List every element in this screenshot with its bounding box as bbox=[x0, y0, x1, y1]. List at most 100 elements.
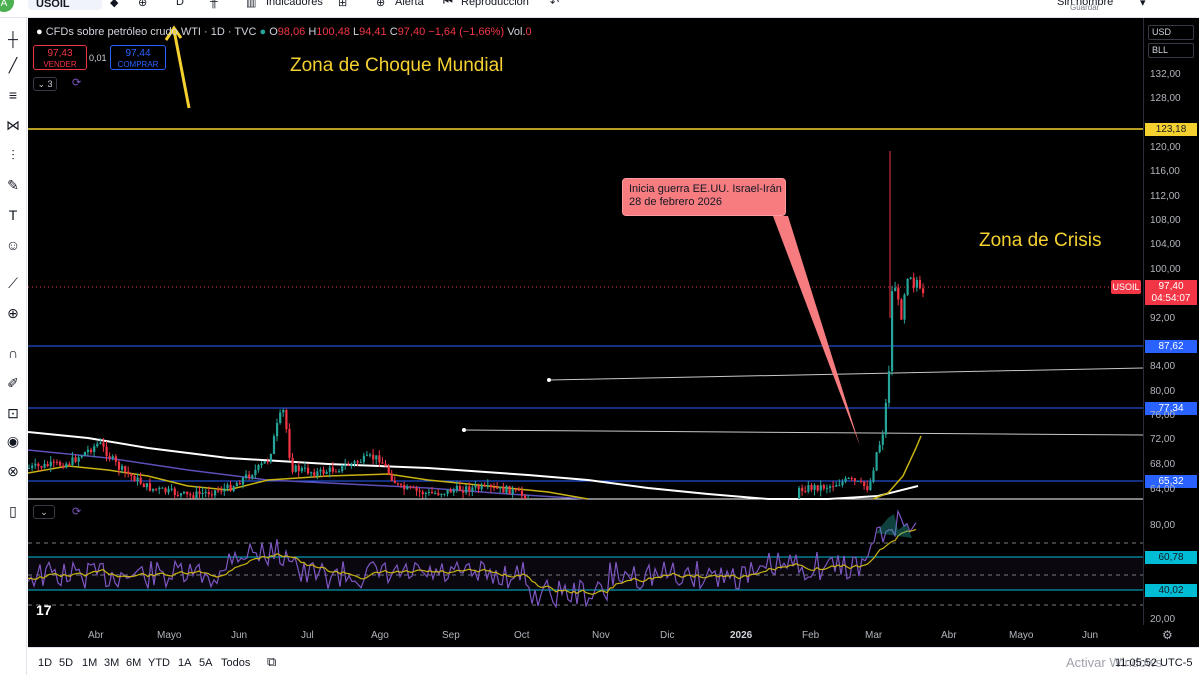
text-icon[interactable]: T bbox=[8, 207, 18, 223]
eye-icon[interactable]: ◉ bbox=[6, 433, 20, 449]
currency-selector[interactable]: USD bbox=[1148, 25, 1194, 40]
time-label: Jun bbox=[1082, 630, 1099, 641]
candle-body bbox=[455, 485, 458, 491]
chart-legend[interactable]: ● CFDs sobre petróleo crudo WTI · 1D · T… bbox=[36, 26, 532, 38]
candle-body bbox=[415, 487, 418, 491]
replay-button[interactable]: Reproducción bbox=[461, 0, 529, 8]
price-tick: 68,00 bbox=[1150, 459, 1176, 470]
more-icon[interactable]: ▾ bbox=[1140, 0, 1146, 9]
candle-body bbox=[406, 486, 409, 490]
chart-type-icon[interactable]: ╫ bbox=[210, 0, 218, 8]
rsi-collapse-button[interactable]: ⌄ bbox=[33, 505, 55, 519]
range-3m[interactable]: 3M bbox=[104, 657, 120, 669]
lock-icon[interactable]: ⊡ bbox=[7, 405, 19, 421]
candle-body bbox=[474, 485, 477, 488]
candle-body bbox=[86, 449, 90, 453]
candle-body bbox=[887, 371, 891, 403]
zoom-icon[interactable]: ⊕ bbox=[7, 305, 19, 321]
compare-add-icon[interactable]: ⊕ bbox=[138, 0, 148, 9]
pattern-icon[interactable]: ⋈ bbox=[6, 117, 20, 133]
settings-gear-icon[interactable]: ⚙ bbox=[1162, 628, 1173, 642]
indicators-icon[interactable]: ▥ bbox=[246, 0, 257, 9]
layout-name[interactable]: Sin nombre bbox=[1057, 0, 1114, 8]
candle-body bbox=[844, 478, 847, 482]
candle-body bbox=[40, 466, 43, 468]
candle-body bbox=[142, 483, 145, 488]
indicators-button[interactable]: Indicadores bbox=[266, 0, 323, 8]
range-1a[interactable]: 1A bbox=[178, 657, 192, 669]
crosshair-icon[interactable]: ┼ bbox=[8, 31, 18, 47]
chart-canvas[interactable]: 17 bbox=[28, 18, 1143, 625]
replay-icon[interactable]: ⏮ bbox=[443, 0, 453, 8]
candle-body bbox=[127, 471, 130, 474]
high-label: H bbox=[308, 26, 317, 38]
buy-button[interactable]: 97,44 COMPRAR bbox=[110, 45, 166, 70]
sell-button[interactable]: 97,43 VENDER bbox=[33, 45, 87, 70]
layouts-icon[interactable]: ⊞ bbox=[338, 0, 348, 9]
alert-icon[interactable]: ⊕ bbox=[376, 0, 386, 9]
time-axis[interactable]: Abr Mayo Jun Jul Ago Sep Oct Nov Dic 202… bbox=[28, 625, 1199, 647]
callout-war-start[interactable]: Inicia guerra EE.UU. Israel-Irán 28 de f… bbox=[622, 178, 786, 216]
candle-body bbox=[96, 443, 99, 447]
user-avatar[interactable]: A bbox=[0, 0, 14, 12]
candle-body bbox=[31, 465, 34, 468]
symbol-search[interactable]: USOIL bbox=[28, 0, 102, 10]
chart-pane[interactable]: 17 ● CFDs sobre petróleo crudo WTI · 1D … bbox=[28, 18, 1143, 625]
collapse-indicators-button[interactable]: ⌄ 3 bbox=[33, 77, 57, 91]
lock-draw-icon[interactable]: ✐ bbox=[7, 375, 19, 391]
interval-button[interactable]: D bbox=[176, 0, 184, 8]
candle-body bbox=[866, 486, 869, 491]
unit-selector[interactable]: BLL bbox=[1148, 43, 1194, 58]
trend-line-upper bbox=[548, 367, 1143, 381]
alert-button[interactable]: Alerta bbox=[395, 0, 424, 8]
candle-body bbox=[334, 471, 338, 473]
range-1d[interactable]: 1D bbox=[38, 657, 53, 669]
rsi-level-label-60: 60,78 bbox=[1145, 551, 1197, 564]
annotation-zona-crisis[interactable]: Zona de Crisis bbox=[979, 230, 1102, 251]
range-6m[interactable]: 6M bbox=[126, 657, 142, 669]
clock[interactable]: 11:05:52 UTC-5 bbox=[1115, 657, 1193, 669]
candle-body bbox=[68, 463, 71, 465]
rsi-sync-icon[interactable]: ⟳ bbox=[72, 506, 82, 518]
candle-body bbox=[210, 494, 214, 496]
candle-body bbox=[28, 467, 31, 469]
candle-body bbox=[55, 461, 59, 463]
candle-body bbox=[195, 491, 198, 499]
candle-body bbox=[356, 461, 359, 463]
range-5a[interactable]: 5A bbox=[199, 657, 213, 669]
candle-body bbox=[328, 467, 331, 472]
legend-title[interactable]: CFDs sobre petróleo crudo WTI · 1D · TVC bbox=[45, 26, 257, 38]
sync-icon[interactable]: ⟳ bbox=[72, 77, 82, 89]
trash-icon[interactable]: ▯ bbox=[9, 503, 17, 519]
magnet-icon[interactable]: ∩ bbox=[7, 345, 19, 361]
symbol-menu-icon[interactable]: ◆ bbox=[110, 0, 119, 9]
channel-icon[interactable]: ⫶ bbox=[11, 147, 15, 163]
price-axis[interactable]: USD BLL 132,00 128,00 123,18 120,00 116,… bbox=[1143, 18, 1199, 625]
brush-icon[interactable]: ✎ bbox=[7, 177, 19, 193]
candle-body bbox=[207, 491, 210, 495]
candle-body bbox=[322, 469, 325, 474]
candle-body bbox=[359, 462, 362, 464]
time-label: Sep bbox=[442, 630, 460, 641]
price-tick: 104,00 bbox=[1150, 239, 1181, 250]
candle-body bbox=[499, 486, 502, 489]
range-1m[interactable]: 1M bbox=[82, 657, 98, 669]
annotation-zona-choque[interactable]: Zona de Choque Mundial bbox=[290, 55, 504, 76]
trendline-icon[interactable]: ╱ bbox=[8, 57, 18, 73]
ruler-icon[interactable]: ⟋ bbox=[8, 275, 18, 291]
time-label: Abr bbox=[88, 630, 104, 641]
fib-icon[interactable]: ≡ bbox=[8, 87, 18, 103]
save-button[interactable]: Guardar bbox=[1070, 3, 1100, 12]
globe-icon[interactable]: ⊗ bbox=[7, 463, 19, 479]
change-value: −1,64 (−1,66%) bbox=[428, 26, 505, 38]
candle-body bbox=[424, 493, 427, 495]
range-5d[interactable]: 5D bbox=[59, 657, 74, 669]
range-ytd[interactable]: YTD bbox=[148, 657, 170, 669]
candle-body bbox=[807, 485, 810, 492]
emoji-icon[interactable]: ☺ bbox=[5, 237, 21, 253]
undo-icon[interactable]: ↶ bbox=[550, 0, 560, 9]
candle-body bbox=[906, 278, 909, 295]
date-range-icon[interactable]: ⧉ bbox=[267, 654, 277, 669]
candle-body bbox=[483, 485, 486, 487]
range-todos[interactable]: Todos bbox=[221, 657, 251, 669]
